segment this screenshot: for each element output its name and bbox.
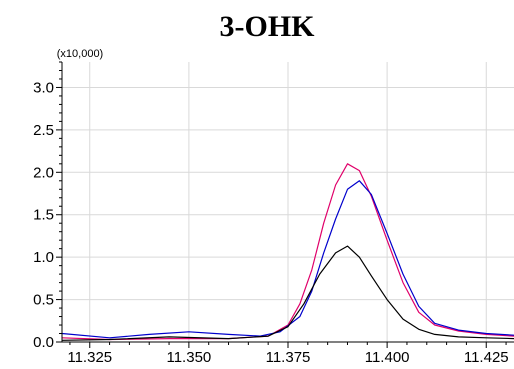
y-axis-multiplier: (x10,000) [57,48,103,60]
y-tick-label-4: 2.0 [33,164,54,181]
tick-layer: 0.0 0.5 1.0 1.5 2.0 2.5 3.0 11.325 11.350 11.375 1… [33,79,508,366]
y-tick-label-2: 1.0 [33,249,54,266]
y-tick-label-3: 1.5 [33,207,54,224]
series-line-1 [61,180,514,339]
x-tick-label-1: 11.350 [166,349,211,366]
x-tick-label-0: 11.325 [67,349,112,366]
x-tick-label-4: 11.425 [464,349,509,366]
y-tick-label-1: 0.5 [33,292,54,309]
axes-layer [56,61,514,348]
y-tick-label-0: 0.0 [33,334,54,351]
y-tick-label-6: 3.0 [33,79,54,96]
chart-title: 3-OHK [220,10,316,43]
series-layer [61,163,514,341]
grid-layer [62,62,514,342]
series-line-2 [61,245,514,341]
y-tick-label-5: 2.5 [33,122,54,139]
x-tick-label-2: 11.375 [266,349,311,366]
x-tick-label-3: 11.400 [365,349,410,366]
